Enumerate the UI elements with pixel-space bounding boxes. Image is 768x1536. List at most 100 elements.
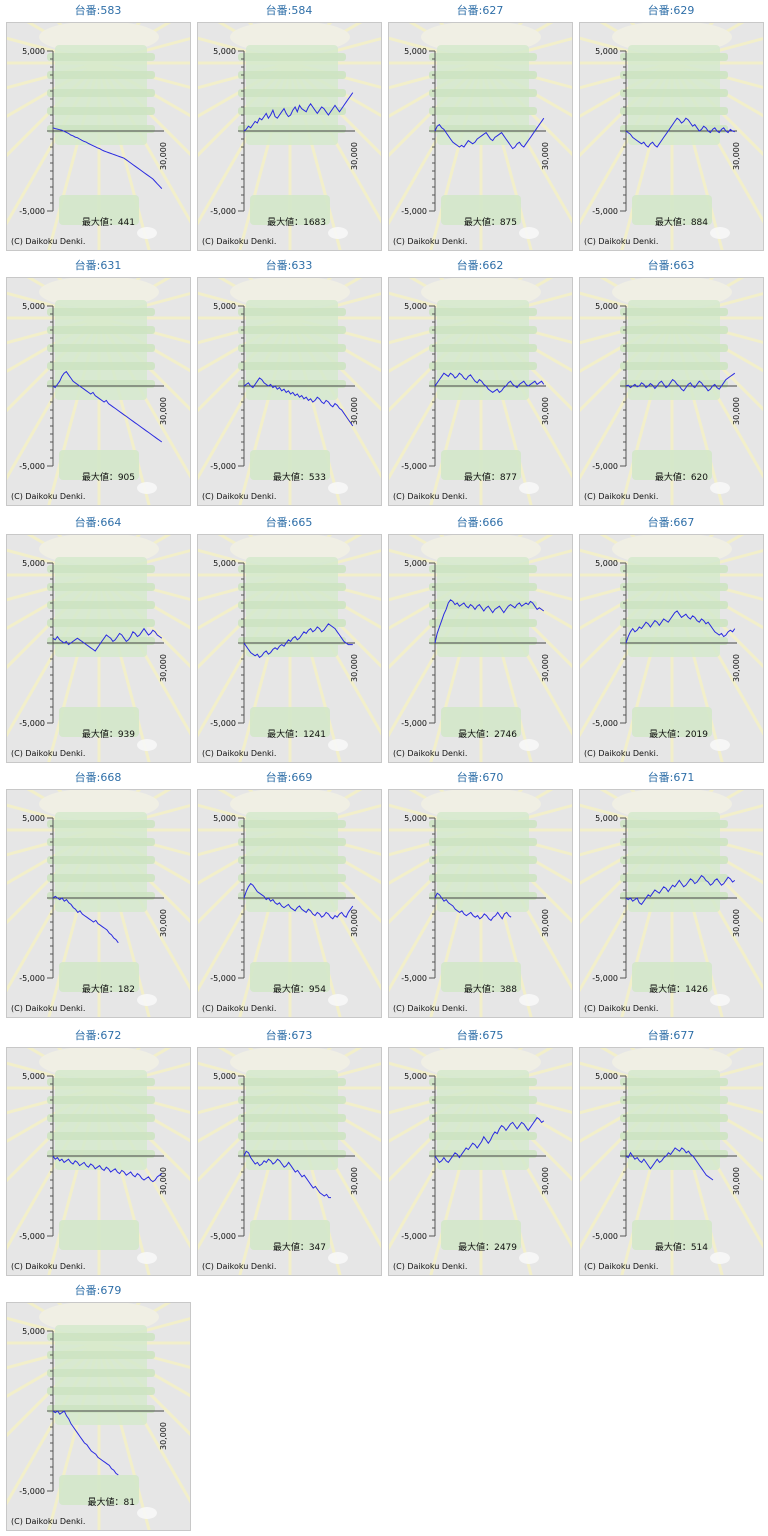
- x-axis-end-label: 30,000: [350, 654, 359, 682]
- x-axis-end-label: 30,000: [541, 909, 550, 937]
- slump-line: [434, 599, 545, 644]
- slump-line: [243, 92, 354, 132]
- x-axis-end-label: 30,000: [541, 142, 550, 170]
- slump-graph-svg: 5,000 -5,000 30,000 最大値：388 (C) Daikoku Denk…: [389, 790, 572, 1017]
- slump-graph-svg: 5,000 -5,000 30,000 最大値：905 (C) Daikoku Denk…: [7, 278, 190, 505]
- x-axis-end-label: 30,000: [732, 397, 741, 425]
- machine-number-link[interactable]: 台番:666: [456, 516, 504, 529]
- copyright-text: (C) Daikoku Denki.: [11, 1262, 85, 1271]
- machine-number-link[interactable]: 台番:668: [74, 771, 122, 784]
- copyright-text: (C) Daikoku Denki.: [202, 492, 276, 501]
- max-value-label: 最大値：877: [464, 471, 517, 483]
- slump-graph-svg: 5,000 -5,000 30,000 最大値：347 (C) Daikoku Denk…: [198, 1048, 381, 1275]
- machine-graph-card: 台番:662 5,000 -5,000 30,000 最大値：877 (C) Daikok…: [385, 257, 575, 509]
- machine-number-link[interactable]: 台番:662: [456, 259, 504, 272]
- y-tick-label-min: -5,000: [19, 719, 45, 728]
- y-tick-label-min: -5,000: [19, 1487, 45, 1496]
- y-tick-label-min: -5,000: [210, 462, 236, 471]
- machine-number-link[interactable]: 台番:629: [647, 4, 695, 17]
- slump-graph-panel: 5,000 -5,000 30,000 最大値：2746 (C) Daikoku Den…: [388, 534, 573, 763]
- y-tick-label-max: 5,000: [595, 559, 618, 568]
- pachinko-machine-illustration: [612, 23, 732, 239]
- slump-graph-svg: 5,000 -5,000 30,000 最大値：1683 (C) Daikoku Den…: [198, 23, 381, 250]
- slump-graph-panel: 5,000 -5,000 30,000 最大値：81 (C) Daikoku Denki…: [6, 1302, 191, 1531]
- copyright-text: (C) Daikoku Denki.: [393, 1262, 467, 1271]
- slump-line: [625, 117, 735, 148]
- slump-graph-svg: 5,000 -5,000 30,000 最大値：1241 (C) Daikoku Den…: [198, 535, 381, 762]
- machine-number-link[interactable]: 台番:679: [74, 1284, 122, 1297]
- slump-line: [625, 610, 736, 644]
- x-axis-end-label: 30,000: [541, 1167, 550, 1195]
- machine-graph-card: 台番:671 5,000 -5,000 30,000 最大値：1426 (C) Daiko…: [576, 769, 766, 1021]
- y-tick-label-max: 5,000: [595, 47, 618, 56]
- slump-line: [243, 377, 354, 427]
- y-tick-label-max: 5,000: [404, 47, 427, 56]
- pachinko-machine-illustration: [39, 1048, 159, 1264]
- machine-graph-card: 台番:633 5,000 -5,000 30,000 最大値：533 (C) Daikok…: [194, 257, 384, 509]
- slump-line: [625, 874, 736, 906]
- x-axis-end-label: 30,000: [732, 1167, 741, 1195]
- machine-number-link[interactable]: 台番:671: [647, 771, 695, 784]
- machine-graph-card: 台番:627 5,000 -5,000 30,000 最大値：875 (C) Daikok…: [385, 2, 575, 254]
- machine-number-link[interactable]: 台番:633: [265, 259, 313, 272]
- copyright-text: (C) Daikoku Denki.: [584, 1262, 658, 1271]
- x-axis-end-label: 30,000: [541, 397, 550, 425]
- machine-number-link[interactable]: 台番:670: [456, 771, 504, 784]
- machine-number-link[interactable]: 台番:627: [456, 4, 504, 17]
- copyright-text: (C) Daikoku Denki.: [11, 1517, 85, 1526]
- slump-graph-panel: 5,000 -5,000 30,000 最大値：514 (C) Daikoku Denk…: [579, 1047, 764, 1276]
- x-axis-end-label: 30,000: [159, 654, 168, 682]
- y-tick-label-min: -5,000: [210, 974, 236, 983]
- machine-graph-card: 台番:677 5,000 -5,000 30,000 最大値：514 (C) Daikok…: [576, 1027, 766, 1279]
- slump-line: [434, 372, 545, 394]
- slump-line: [52, 1155, 163, 1183]
- slump-graph-svg: 5,000 -5,000 30,000 最大値：884 (C) Daikoku Denk…: [580, 23, 763, 250]
- slump-line: [52, 627, 163, 652]
- slump-graph-svg: 5,000 -5,000 30,000 最大値：939 (C) Daikoku Denk…: [7, 535, 190, 762]
- machine-number-link[interactable]: 台番:631: [74, 259, 122, 272]
- pachinko-machine-illustration: [421, 278, 541, 494]
- y-tick-label-max: 5,000: [22, 1327, 45, 1336]
- machine-graph-card: 台番:675 5,000 -5,000 30,000 最大値：2479 (C) Daiko…: [385, 1027, 575, 1279]
- machine-number-link[interactable]: 台番:672: [74, 1029, 122, 1042]
- x-axis-end-label: 30,000: [159, 397, 168, 425]
- max-value-label: 最大値：2019: [649, 728, 708, 740]
- x-axis-end-label: 30,000: [159, 1167, 168, 1195]
- machine-number-link[interactable]: 台番:663: [647, 259, 695, 272]
- y-tick-label-min: -5,000: [401, 207, 427, 216]
- machine-graph-card: 台番:664 5,000 -5,000 30,000 最大値：939 (C) Daikok…: [3, 514, 193, 766]
- copyright-text: (C) Daikoku Denki.: [393, 237, 467, 246]
- machine-graph-card: 台番:673 5,000 -5,000 30,000 最大値：347 (C) Daikok…: [194, 1027, 384, 1279]
- pachinko-machine-illustration: [421, 1048, 541, 1264]
- machine-number-link[interactable]: 台番:583: [74, 4, 122, 17]
- machine-number-link[interactable]: 台番:584: [265, 4, 313, 17]
- y-tick-label-max: 5,000: [22, 814, 45, 823]
- slump-graph-panel: 5,000 -5,000 30,000 最大値：905 (C) Daikoku Denk…: [6, 277, 191, 506]
- max-value-label: 最大値：2746: [458, 728, 517, 740]
- pachinko-machine-illustration: [230, 278, 350, 494]
- machine-graph-card: 台番:665 5,000 -5,000 30,000 最大値：1241 (C) Daiko…: [194, 514, 384, 766]
- y-tick-label-max: 5,000: [595, 814, 618, 823]
- pachinko-machine-illustration: [421, 23, 541, 239]
- y-tick-label-max: 5,000: [213, 1072, 236, 1081]
- machine-number-link[interactable]: 台番:677: [647, 1029, 695, 1042]
- slump-line: [52, 895, 119, 944]
- max-value-label: 最大値：884: [655, 216, 708, 228]
- machine-number-link[interactable]: 台番:675: [456, 1029, 504, 1042]
- machine-graph-card: 台番:629 5,000 -5,000 30,000 最大値：884 (C) Daikok…: [576, 2, 766, 254]
- slump-line: [434, 1116, 545, 1164]
- machine-number-link[interactable]: 台番:673: [265, 1029, 313, 1042]
- max-value-label: 最大値：1683: [267, 216, 326, 228]
- machine-number-link[interactable]: 台番:669: [265, 771, 313, 784]
- machine-number-link[interactable]: 台番:665: [265, 516, 313, 529]
- slump-graph-panel: 5,000 -5,000 30,000 最大値：1241 (C) Daikoku Den…: [197, 534, 382, 763]
- max-value-label: 最大値：1241: [267, 728, 326, 740]
- y-tick-label-max: 5,000: [404, 559, 427, 568]
- copyright-text: (C) Daikoku Denki.: [584, 237, 658, 246]
- slump-graph-svg: 5,000 -5,000 30,000 最大値：2019 (C) Daikoku Den…: [580, 535, 763, 762]
- x-axis-end-label: 30,000: [350, 142, 359, 170]
- machine-number-link[interactable]: 台番:667: [647, 516, 695, 529]
- slump-graph-panel: 5,000 -5,000 30,000 最大値：388 (C) Daikoku Denk…: [388, 789, 573, 1018]
- copyright-text: (C) Daikoku Denki.: [11, 749, 85, 758]
- machine-number-link[interactable]: 台番:664: [74, 516, 122, 529]
